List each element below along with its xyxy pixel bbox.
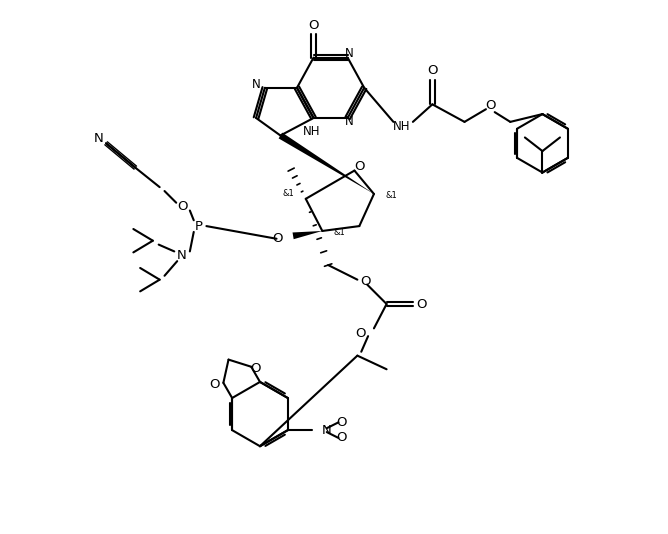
Text: O: O (360, 275, 371, 288)
Text: &1: &1 (334, 229, 346, 238)
Text: O: O (427, 64, 438, 77)
Text: O: O (209, 378, 220, 391)
Text: &1: &1 (385, 191, 397, 200)
Text: N: N (345, 115, 354, 128)
Text: NH: NH (393, 120, 410, 134)
Text: N: N (345, 47, 354, 60)
Text: O: O (272, 232, 283, 245)
Text: O: O (416, 297, 427, 310)
Text: O: O (354, 160, 365, 173)
Text: N: N (322, 423, 331, 437)
Text: &1: &1 (283, 190, 294, 199)
Text: O: O (355, 327, 366, 340)
Text: O: O (486, 99, 496, 112)
Text: N: N (94, 132, 103, 145)
Text: O: O (309, 19, 319, 32)
Text: O: O (336, 431, 347, 444)
Text: NH: NH (303, 125, 321, 138)
Text: O: O (250, 362, 261, 375)
Text: N: N (177, 249, 187, 262)
Text: P: P (194, 219, 202, 233)
Polygon shape (293, 231, 323, 239)
Polygon shape (279, 132, 374, 194)
Text: N: N (253, 78, 261, 91)
Text: O: O (336, 416, 347, 429)
Text: O: O (177, 200, 187, 213)
